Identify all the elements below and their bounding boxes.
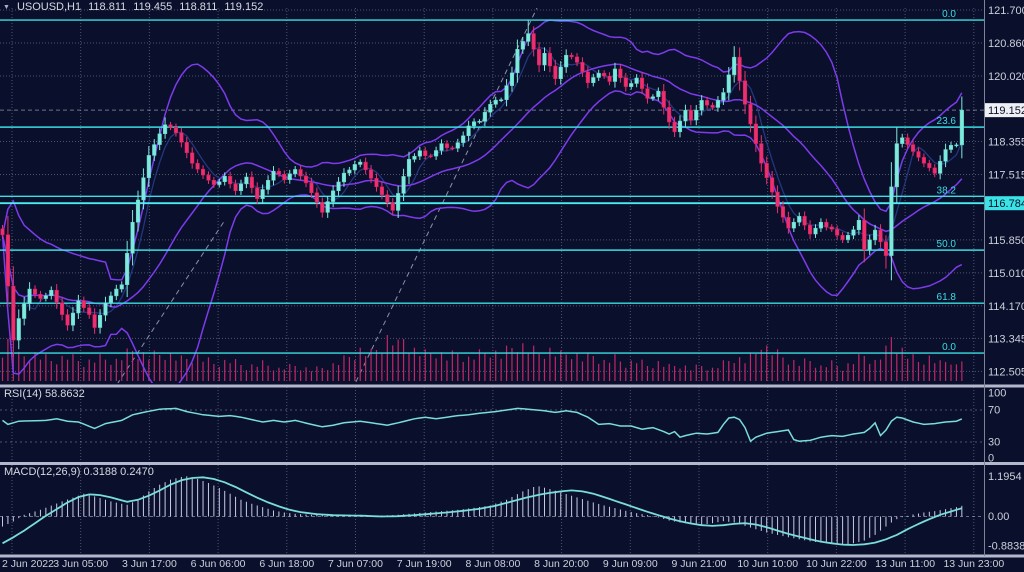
time-axis-label: 3 Jun 05:00: [53, 558, 108, 570]
price-axis-label: 120.020: [988, 71, 1024, 83]
panel-divider[interactable]: [0, 462, 1024, 465]
fib-level-label: 38.2: [937, 185, 957, 196]
dashed-trendline: [117, 219, 226, 383]
price-axis-label: 112.505: [988, 366, 1024, 378]
price-axis-label: 116.784: [988, 198, 1024, 210]
time-axis-label: 7 Jun 07:00: [328, 558, 383, 570]
time-axis-label: 10 Jun 22:00: [806, 558, 867, 570]
panel-divider[interactable]: [0, 384, 1024, 388]
macd-signal-line: [2, 476, 963, 546]
price-axis-label: 119.152: [988, 105, 1024, 117]
rsi-line: [2, 407, 963, 443]
fib-level-label: 0.0: [942, 9, 956, 20]
time-axis-label: 8 Jun 08:00: [465, 558, 520, 570]
panel-divider[interactable]: [0, 554, 1024, 558]
ohlc-low-value: 118.811: [179, 1, 218, 13]
bollinger-band: [1, 19, 963, 281]
time-axis-label: 6 Jun 18:00: [259, 558, 314, 570]
time-axis-label: 9 Jun 09:00: [603, 558, 658, 570]
fib-level-label: 50.0: [937, 239, 957, 250]
price-axis-label: 115.010: [988, 268, 1024, 280]
chart-title-row: ▼ USOUSD,H1 118.811 119.455 118.811 119.…: [3, 1, 263, 13]
price-axis-label: 113.345: [988, 333, 1024, 345]
time-axis-label: 8 Jun 20:00: [534, 558, 589, 570]
price-axis-label: 118.355: [988, 136, 1024, 148]
time-axis-label: 2 Jun 2022: [2, 558, 54, 570]
volume-histogram: [1, 335, 963, 381]
macd-indicator-label: MACD(12,26,9) 0.3188 0.2470: [4, 466, 154, 478]
bollinger-band: [1, 90, 963, 383]
rsi-level-label: 0: [988, 453, 994, 465]
rsi-level-label: 30: [988, 437, 1000, 449]
rsi-level-label: 100: [988, 388, 1006, 400]
time-axis-label: 13 Jun 23:00: [943, 558, 1004, 570]
hline-price-tag: [985, 196, 1024, 211]
macd-level-label: 0.00: [988, 511, 1009, 523]
time-axis-label: 13 Jun 11:00: [875, 558, 935, 570]
time-axis-label: 9 Jun 21:00: [672, 558, 727, 570]
candlesticks: [0, 20, 964, 357]
price-axis-label: 117.515: [988, 169, 1024, 181]
rsi-indicator-label: RSI(14) 58.8632: [4, 388, 85, 400]
dashed-trendline: [354, 8, 538, 383]
time-axis-label: 3 Jun 17:00: [122, 558, 177, 570]
current-price-tag: [985, 103, 1024, 118]
price-axis-label: 115.850: [988, 235, 1024, 247]
fib-level-label: 61.8: [937, 292, 957, 303]
time-axis-label: 10 Jun 10:00: [737, 558, 798, 570]
ohlc-close-value: 119.152: [224, 1, 264, 13]
rsi-panel: [0, 407, 984, 443]
price-axis-label: 121.700: [988, 5, 1024, 17]
fib-level-label: 23.6: [937, 116, 957, 127]
time-axis-label: 6 Jun 06:00: [191, 558, 246, 570]
macd-level-label: 1.1954: [988, 471, 1022, 483]
ohlc-open-value: 118.811: [88, 1, 127, 13]
ohlc-high-value: 119.455: [133, 1, 173, 13]
rsi-level-label: 70: [988, 405, 1000, 417]
macd-level-label: -0.8838: [988, 541, 1024, 553]
grid-lines: [0, 8, 984, 553]
price-axis-label: 120.860: [988, 38, 1024, 50]
symbol-period-label: USOUSD,H1: [16, 1, 82, 13]
symbol-dropdown-icon[interactable]: ▼: [3, 3, 10, 11]
bollinger-band: [1, 63, 963, 308]
fib-level-label: 0.0: [942, 342, 956, 353]
time-axis-label: 7 Jun 19:00: [397, 558, 452, 570]
macd-panel: [0, 476, 984, 546]
trendlines[interactable]: [112, 8, 538, 392]
price-axis[interactable]: [984, 0, 1024, 556]
price-axis-label: 114.170: [988, 301, 1024, 313]
